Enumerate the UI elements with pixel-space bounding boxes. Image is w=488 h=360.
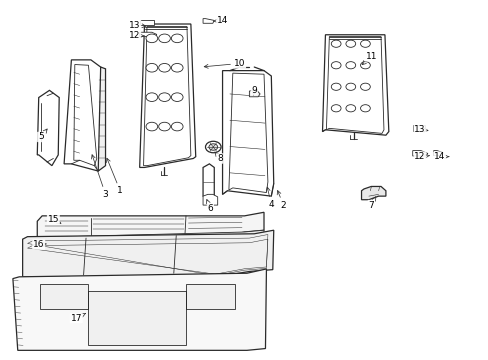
Polygon shape bbox=[228, 73, 267, 193]
Circle shape bbox=[146, 122, 158, 131]
Text: 13: 13 bbox=[413, 125, 427, 134]
Polygon shape bbox=[361, 186, 385, 200]
Text: 11: 11 bbox=[362, 52, 376, 65]
Circle shape bbox=[171, 63, 183, 72]
Text: 6: 6 bbox=[206, 199, 213, 213]
Circle shape bbox=[345, 62, 355, 69]
Circle shape bbox=[158, 34, 170, 42]
Polygon shape bbox=[412, 150, 427, 156]
Polygon shape bbox=[249, 90, 260, 97]
Polygon shape bbox=[40, 284, 234, 345]
Polygon shape bbox=[222, 71, 273, 196]
Text: 1: 1 bbox=[106, 158, 123, 195]
Circle shape bbox=[345, 83, 355, 90]
Circle shape bbox=[330, 83, 340, 90]
Circle shape bbox=[158, 122, 170, 131]
Circle shape bbox=[171, 122, 183, 131]
Polygon shape bbox=[412, 126, 424, 131]
Circle shape bbox=[360, 62, 369, 69]
Text: 16: 16 bbox=[33, 240, 46, 249]
Text: 13: 13 bbox=[129, 21, 145, 30]
Polygon shape bbox=[326, 37, 383, 134]
Text: 7: 7 bbox=[367, 197, 375, 210]
Text: 4: 4 bbox=[266, 187, 274, 209]
Polygon shape bbox=[203, 164, 214, 200]
Text: 15: 15 bbox=[47, 215, 61, 224]
Text: 12: 12 bbox=[413, 152, 428, 161]
Circle shape bbox=[158, 93, 170, 102]
Text: 12: 12 bbox=[129, 31, 144, 40]
Text: 14: 14 bbox=[433, 152, 448, 161]
Text: 5: 5 bbox=[38, 129, 47, 141]
Circle shape bbox=[208, 144, 217, 150]
Polygon shape bbox=[98, 67, 105, 171]
Circle shape bbox=[360, 83, 369, 90]
Polygon shape bbox=[203, 194, 217, 205]
Text: 14: 14 bbox=[213, 16, 228, 25]
Circle shape bbox=[171, 34, 183, 42]
Circle shape bbox=[330, 62, 340, 69]
Polygon shape bbox=[140, 21, 154, 25]
Circle shape bbox=[360, 105, 369, 112]
Text: 8: 8 bbox=[214, 152, 223, 163]
Polygon shape bbox=[322, 35, 388, 135]
Polygon shape bbox=[140, 24, 195, 167]
Text: 9: 9 bbox=[251, 86, 257, 95]
Polygon shape bbox=[13, 269, 266, 350]
Polygon shape bbox=[64, 60, 103, 171]
Circle shape bbox=[345, 105, 355, 112]
Circle shape bbox=[146, 93, 158, 102]
Text: 3: 3 bbox=[91, 155, 108, 199]
Polygon shape bbox=[433, 150, 443, 156]
Circle shape bbox=[171, 93, 183, 102]
Polygon shape bbox=[203, 19, 214, 23]
Circle shape bbox=[330, 105, 340, 112]
Polygon shape bbox=[22, 230, 273, 277]
Polygon shape bbox=[143, 27, 190, 166]
Circle shape bbox=[345, 40, 355, 47]
Polygon shape bbox=[74, 64, 97, 166]
Text: 2: 2 bbox=[277, 190, 286, 210]
Polygon shape bbox=[37, 230, 264, 241]
Circle shape bbox=[330, 40, 340, 47]
Circle shape bbox=[360, 40, 369, 47]
Polygon shape bbox=[140, 32, 157, 37]
Circle shape bbox=[146, 63, 158, 72]
Polygon shape bbox=[37, 90, 59, 166]
Circle shape bbox=[158, 63, 170, 72]
Text: 17: 17 bbox=[70, 314, 85, 323]
Text: 10: 10 bbox=[204, 59, 245, 68]
Polygon shape bbox=[37, 212, 264, 237]
Circle shape bbox=[146, 34, 158, 42]
Circle shape bbox=[205, 141, 221, 153]
